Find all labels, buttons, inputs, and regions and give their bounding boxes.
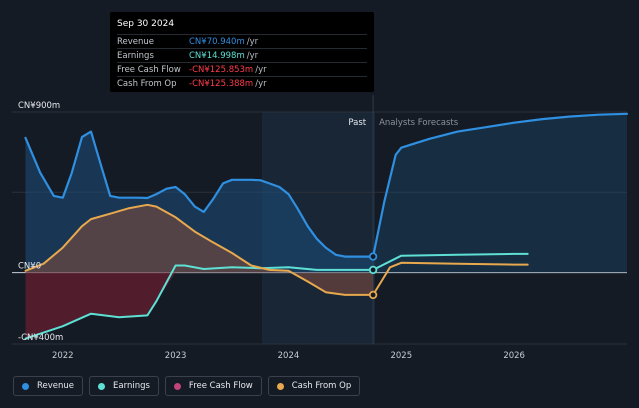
legend: Revenue Earnings Free Cash Flow Cash Fro… [13, 376, 361, 396]
earnings-forecast-line [372, 252, 529, 271]
forecast-label: Analysts Forecasts [379, 118, 459, 128]
x-tick-label: 2023 [165, 351, 187, 361]
legend-item-free-cash-flow[interactable]: Free Cash Flow [164, 376, 262, 396]
revenue-line [24, 130, 375, 258]
tooltip-value: -CN¥125.853m [189, 64, 254, 75]
tooltip-value: CN¥70.940m [189, 36, 245, 47]
y-tick-label: CN¥900m [18, 101, 60, 111]
past-label: Past [348, 118, 366, 128]
legend-label: Cash From Op [291, 381, 352, 391]
x-tick-label: 2022 [52, 351, 74, 361]
tooltip-unit: /yr [255, 64, 267, 75]
legend-dot-icon [276, 382, 284, 390]
legend-label: Earnings [113, 381, 150, 391]
x-tick-label: 2025 [390, 351, 412, 361]
tooltip-date: Sep 30 2024 [117, 19, 175, 29]
tooltip-label: Earnings [117, 50, 154, 61]
tooltip-value: CN¥14.998m [189, 50, 245, 61]
tooltip-unit: /yr [246, 50, 259, 61]
free-cash-flow-area [25, 272, 374, 339]
legend-item-cash-from-op[interactable]: Cash From Op [267, 376, 361, 396]
x-tick-label: 2024 [278, 351, 300, 361]
cash-from-op-line [24, 203, 375, 296]
tooltip-label: Free Cash Flow [117, 64, 181, 75]
cash-from-op-area [25, 204, 374, 295]
earnings-line [24, 264, 375, 340]
revenue-forecast-area [373, 113, 627, 273]
cash-from-op-forecast-line [372, 261, 529, 296]
legend-item-revenue[interactable]: Revenue [13, 376, 84, 396]
tooltip-label: Cash From Op [117, 78, 177, 89]
cash-from-op-marker [368, 290, 378, 300]
legend-label: Free Cash Flow [188, 381, 253, 391]
tooltip-unit: /yr [255, 78, 267, 89]
revenue-forecast-line [372, 112, 629, 258]
legend-dot-icon [98, 382, 106, 390]
tooltip-unit: /yr [246, 36, 259, 47]
tooltip-value: -CN¥125.388m [189, 78, 254, 89]
y-tick-label: -CN¥400m [18, 333, 63, 343]
y-tick-label: CN¥0 [18, 262, 41, 272]
tooltip-row-free-cash-flow: Free Cash Flow -CN¥125.853m /yr [117, 62, 367, 76]
tooltip-label: Revenue [117, 36, 155, 47]
earnings-marker [368, 265, 378, 275]
tooltip-row-revenue: Revenue CN¥70.940m /yr [117, 34, 367, 48]
legend-label: Revenue [37, 381, 75, 391]
legend-dot-icon [173, 382, 181, 390]
legend-dot-icon [22, 382, 29, 390]
x-tick-label: 2026 [503, 351, 525, 361]
revenue-marker [368, 252, 378, 261]
tooltip-row-cash-from-op: Cash From Op -CN¥125.388m /yr [117, 76, 367, 90]
legend-item-earnings[interactable]: Earnings [89, 376, 159, 396]
tooltip-row-earnings: Earnings CN¥14.998m /yr [117, 48, 367, 62]
tooltip: Sep 30 2024 Revenue CN¥70.940m /yr Earni… [110, 12, 374, 92]
